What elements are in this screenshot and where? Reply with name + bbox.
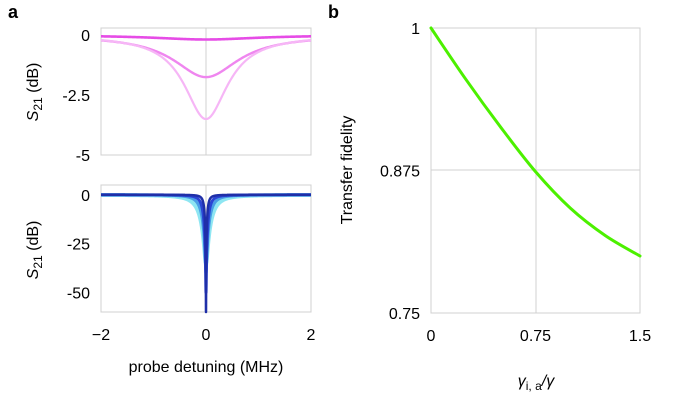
plot-a-bottom-xtick-label: 0	[202, 327, 211, 344]
plot-b-xtick-label: 0.75	[520, 328, 551, 345]
plot-a-bottom-curves	[99, 192, 313, 314]
plot-a-top-curves	[100, 35, 312, 121]
plot-a-bottom-ylabel: S21 (dB)	[25, 221, 45, 280]
plot-b-fidelity-line	[429, 26, 642, 258]
plot-a-bottom-xtick-label: −2	[92, 327, 110, 344]
plot-b-xtick-label: 1.5	[629, 328, 651, 345]
plot-b-ytick-label: 1	[411, 21, 420, 38]
plot-a-bottom-x-ticks: −2 0 2	[92, 327, 316, 344]
plot-b-x-ticks: 0 0.75 1.5	[427, 328, 652, 345]
plot-a-bottom-ytick-label: -25	[67, 237, 90, 254]
plot-b-frame	[430, 27, 641, 314]
panel-a-label: a	[8, 2, 19, 22]
plot-a-bottom-ytick-label: 0	[81, 188, 90, 205]
plot-a-top: 0 -2.5 -5 S21 (dB)	[25, 27, 312, 165]
plot-b-y-ticks: 1 0.875 0.75	[380, 21, 420, 323]
plot-a-top-series-line	[100, 39, 312, 121]
plot-b-ytick-label: 0.875	[380, 164, 420, 181]
plot-a-top-ytick-label: -5	[76, 148, 90, 165]
plot-b-xtick-label: 0	[427, 328, 436, 345]
plot-b-xlabel: γi, a/γ	[518, 373, 555, 393]
plot-a-top-frame	[100, 27, 312, 156]
plot-a-top-y-ticks: 0 -2.5 -5	[62, 28, 90, 165]
plot-a-top-ytick-label: 0	[81, 28, 90, 45]
plot-a-top-series-line	[100, 35, 312, 41]
plot-a-bottom-y-ticks: 0 -25 -50	[67, 188, 90, 303]
plot-a-top-ylabel: S21 (dB)	[25, 63, 45, 122]
panel-b-label: b	[328, 2, 339, 22]
plot-b: 1 0.875 0.75 0 0.75 1.5 Transfer fidelity γi…	[339, 21, 651, 393]
plot-a-xlabel: probe detuning (MHz)	[129, 359, 284, 376]
plot-a-bottom-series-line	[100, 193, 312, 314]
plot-b-curves	[429, 26, 642, 258]
plot-b-ytick-label: 0.75	[389, 306, 420, 323]
plot-a-bottom: 0 -25 -50 −2 0 2 S21 (dB) probe detuning (MH…	[25, 184, 316, 376]
plot-a-bottom-ytick-label: -50	[67, 285, 90, 302]
plot-b-ylabel: Transfer fidelity	[339, 116, 356, 225]
plot-a-top-ytick-label: -2.5	[62, 88, 90, 105]
plot-a-bottom-xtick-label: 2	[307, 327, 316, 344]
